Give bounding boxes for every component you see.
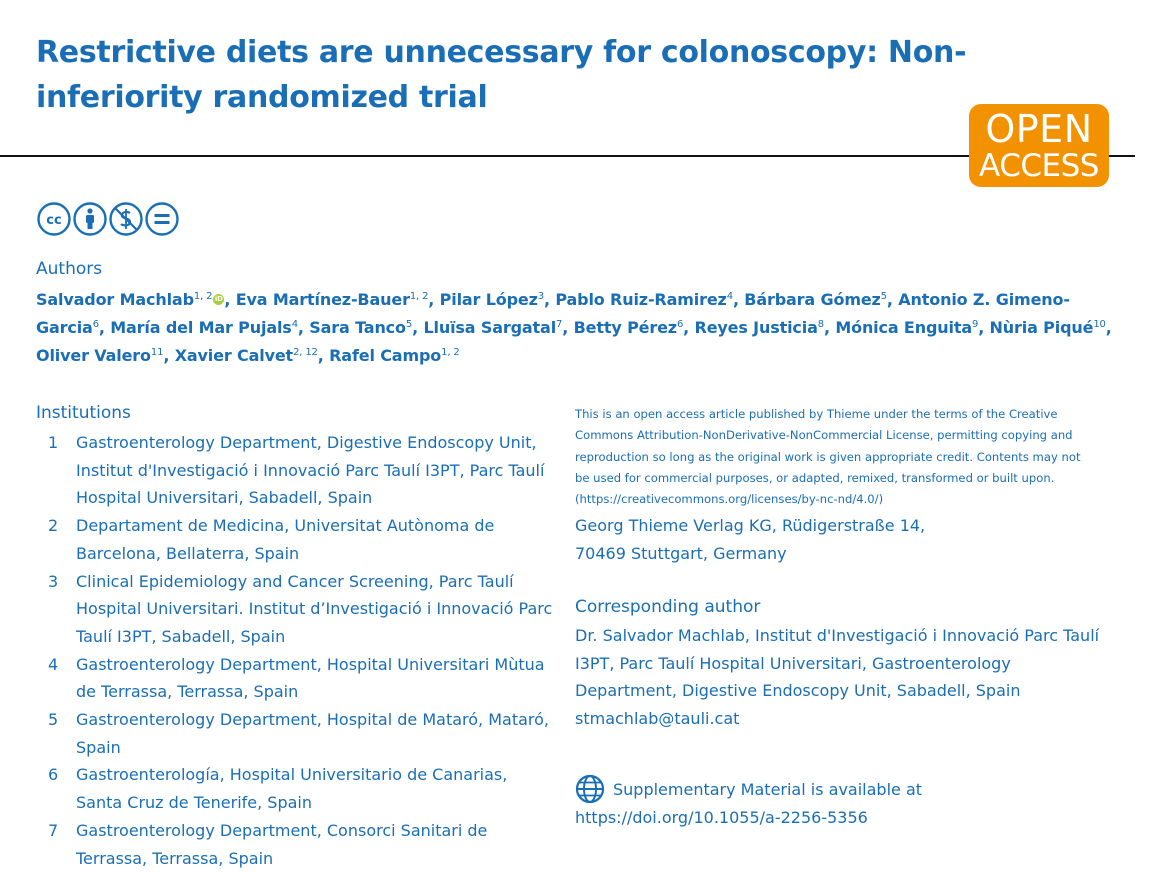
author-affiliation: 11 [150,347,164,358]
author-name: Oliver Valero [36,346,151,365]
author-item: Pilar López3 [440,290,544,309]
license-icons[interactable]: cc [36,201,180,237]
author-item: Nùria Piqué10 [990,318,1106,337]
institution-number: 5 [48,710,59,730]
author-name: Salvador Machlab [36,290,194,309]
author-item: Lluïsa Sargatal7 [423,318,562,337]
author-name: Antonio Z. Gimeno-Garcia [36,290,1070,337]
author-affiliation: 5 [880,291,887,302]
author-name: María del Mar Pujals [110,318,292,337]
author-name: Nùria Piqué [989,318,1094,337]
institution-number: 1 [48,433,59,452]
institution-item: 7 Gastroenterology Department, Consorci S… [36,817,556,872]
nc-icon [109,202,143,236]
institution-list: 1 Gastroenterology Department, Digestive … [36,429,556,872]
globe-icon [575,774,605,804]
by-icon [73,202,107,236]
author-affiliation: 9 [971,319,979,330]
publisher-address: Georg Thieme Verlag KG, Rüdigerstraße 14… [575,512,1095,568]
author-name: Reyes Justicia [694,318,818,337]
author-affiliation: 4 [291,319,298,330]
corresponding-author: Dr. Salvador Machlab, Institut d'Investi… [575,622,1115,733]
author-list: Salvador Machlab1, 2 iD, Eva Martínez-Bau… [36,290,1112,365]
institution-text: Gastroenterology Department, Hospital Un… [76,654,545,702]
institution-item: 6 Gastroenterología, Hospital Universitar… [36,761,556,816]
author-affiliation: 7 [556,319,563,330]
publisher-line2: 70469 Stuttgart, Germany [575,544,787,563]
institution-number: 4 [48,654,59,674]
author-name: Sara Tanco [309,318,406,337]
svg-text:cc: cc [46,213,61,228]
author-affiliation: 5 [405,319,413,330]
corresponding-author-email[interactable]: stmachlab@tauli.cat [575,709,740,729]
author-item: Bárbara Gómez5 [744,290,887,309]
author-name: Eva Martínez-Bauer [235,290,410,309]
author-affiliation: 8 [817,319,824,330]
open-access-line1: OPEN [985,107,1093,151]
author-affiliation: 6 [92,319,99,330]
author-item: Pablo Ruiz-Ramirez4 [555,290,733,309]
author-item: Salvador Machlab1, 2 iD [36,290,225,309]
institution-item: 3 Clinical Epidemiology and Cancer Screen… [36,568,556,651]
institution-text: Gastroenterology Department, Consorci Sa… [76,820,488,868]
publisher-line1: Georg Thieme Verlag KG, Rüdigerstraße 14… [575,516,926,535]
institution-number: 3 [48,571,59,591]
author-affiliation: 4 [726,291,733,302]
author-affiliation: 10 [1093,319,1106,330]
author-item: Eva Martínez-Bauer1, 2 [236,290,429,309]
author-item: Oliver Valero11 [36,346,163,365]
author-affiliation: 1, 2 [441,347,460,358]
open-access-badge: OPEN ACCESS [969,104,1109,187]
author-name: Xavier Calvet [174,346,294,365]
supplementary-link[interactable]: https://doi.org/10.1055/a-2256-5356 [575,808,868,827]
institution-text: Gastroenterology Department, Hospital de… [76,710,549,757]
author-name: Lluïsa Sargatal [423,318,557,337]
author-affiliation: 3 [537,291,544,302]
corresponding-author-heading: Corresponding author [575,597,761,617]
institution-item: 4 Gastroenterology Department, Hospital U… [36,651,556,706]
author-item: Reyes Justicia8 [694,318,825,337]
open-access-line2: ACCESS [979,148,1099,184]
supplementary-note: Supplementary Material is available at h… [575,774,1095,832]
institution-number: 2 [48,516,59,536]
institution-text: Clinical Epidemiology and Cancer Screeni… [76,571,553,646]
author-item: María del Mar Pujals4 [110,318,298,337]
orcid-icon[interactable]: iD [213,294,225,305]
author-item: Antonio Z. Gimeno-Garcia6 [36,290,1070,337]
author-name: Bárbara Gómez [744,290,881,309]
corresponding-author-address: Dr. Salvador Machlab, Institut d'Investi… [575,626,1100,701]
author-name: Betty Pérez [573,318,677,337]
institution-item: 1 Gastroenterology Department, Digestive … [36,429,556,512]
institution-number: 6 [48,765,59,785]
nd-icon [145,202,179,236]
author-item: Rafel Campo1, 2 [329,346,460,365]
author-affiliation: 2, 12 [293,347,318,358]
author-name: Rafel Campo [329,346,442,365]
institution-item: 2 Departament de Medicina, Universitat Au… [36,512,556,567]
author-name: Mónica Enguita [835,318,972,337]
institutions-heading: Institutions [36,403,131,423]
author-item: Sara Tanco5 [309,318,412,337]
license-statement: This is an open access article published… [575,407,1081,507]
header-rule [0,155,1135,157]
cc-icon: cc [37,202,71,236]
author-item: Mónica Enguita9 [835,318,978,337]
author-name: Pablo Ruiz-Ramirez [555,290,727,309]
institution-text: Gastroenterology Department, Digestive E… [76,433,545,508]
author-name: Pilar López [439,290,538,309]
author-affiliation: 1, 2 [409,291,429,302]
institution-text: Gastroenterología, Hospital Universitari… [76,765,508,813]
article-title: Restrictive diets are unnecessary for co… [36,35,967,115]
author-affiliation: 6 [676,319,684,330]
author-item: Betty Pérez6 [574,318,684,337]
author-item: Xavier Calvet2, 12 [175,346,318,365]
institution-item: 5 Gastroenterology Department, Hospital d… [36,706,556,761]
institution-text: Departament de Medicina, Universitat Aut… [76,516,495,563]
institution-number: 7 [48,820,59,840]
supplementary-text: Supplementary Material is available at [613,780,923,799]
author-affiliation: 1, 2 [193,291,213,302]
authors-heading: Authors [36,259,103,279]
